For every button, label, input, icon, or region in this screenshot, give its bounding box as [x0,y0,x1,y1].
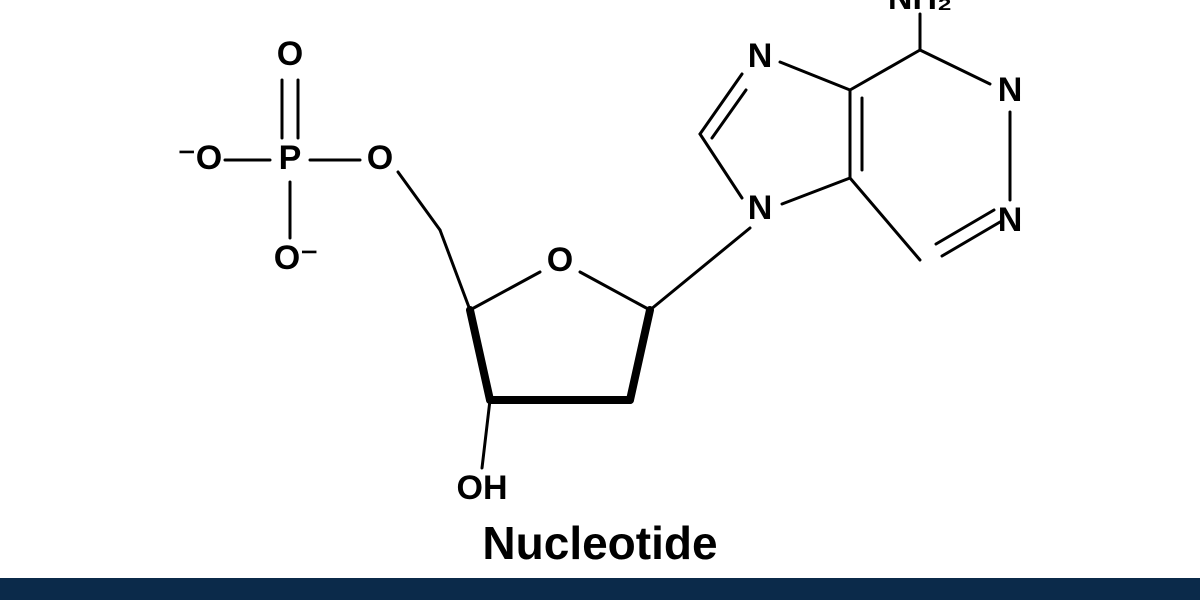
bond [700,134,742,198]
bond [398,172,440,230]
bond [942,222,1000,256]
bond [470,272,540,310]
bond [782,178,850,204]
atom-label-purine_N1: N [998,71,1023,109]
atom-label-phos_O_bot: O⁻ [274,239,318,277]
bond [580,272,650,310]
bond [936,210,994,244]
atom-label-sugar_O: O [547,241,573,279]
atom-label-nh2: NH₂ [888,0,952,17]
bond [482,400,490,468]
atom-label-phos_O_right: O [367,139,393,177]
bond [712,90,746,138]
bond [780,62,850,90]
bond [440,230,470,310]
bond [850,50,920,90]
diagram-title: Nucleotide [0,516,1200,570]
atom-label-sugar_OH: OH [457,469,508,507]
footer-bar [0,578,1200,600]
atom-label-phos_P: P [279,139,302,177]
atom-label-phos_O_left: ⁻O [178,139,222,177]
atom-label-purine_N7: N [748,37,773,75]
bond [470,310,490,400]
bond [920,50,990,84]
bond [850,178,920,260]
atom-label-phos_O_dbl: O [277,35,303,73]
bond [650,228,750,310]
bond [630,310,650,400]
atom-label-purine_N9: N [748,189,773,227]
title-text: Nucleotide [482,517,717,569]
molecule-diagram: O P ⁻O O O⁻ O OH NH₂ N N N N [0,0,1200,600]
atom-label-purine_N3: N [998,201,1023,239]
